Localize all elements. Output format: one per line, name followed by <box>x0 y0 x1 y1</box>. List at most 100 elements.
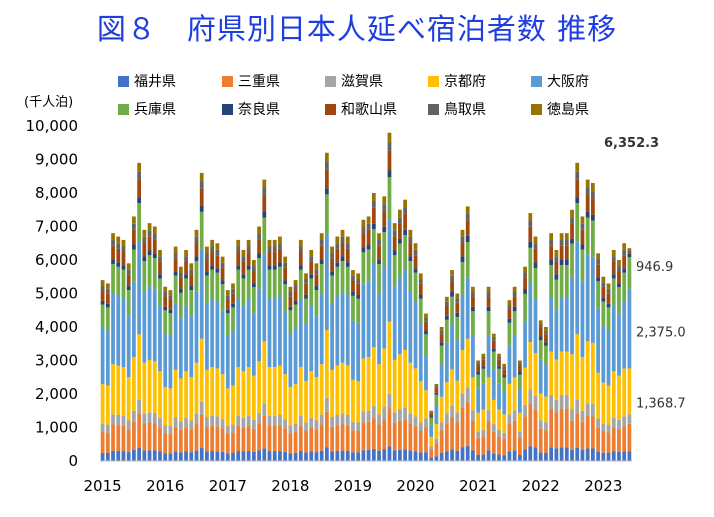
bar-segment <box>168 433 173 454</box>
bar-segment <box>298 298 303 368</box>
bar-segment <box>325 169 329 189</box>
bar-segment <box>184 274 188 279</box>
bar-segment <box>231 385 235 425</box>
bar-segment <box>460 447 465 461</box>
bar-segment <box>398 354 402 410</box>
bar-segment <box>293 452 298 461</box>
bar-segment <box>387 177 392 220</box>
bar-segment <box>497 454 501 461</box>
bar-segment <box>351 421 355 431</box>
bar-segment <box>205 271 209 276</box>
bar-segment <box>121 269 126 299</box>
bar-segment <box>340 229 345 237</box>
bar-segment <box>267 265 272 270</box>
bar-segment <box>434 392 439 395</box>
bar-segment <box>163 453 168 461</box>
bar-2017-06 <box>251 260 256 461</box>
bar-segment <box>335 262 340 267</box>
bar-segment <box>517 372 522 375</box>
bar-segment <box>340 261 345 292</box>
bar-2022-07 <box>570 209 574 461</box>
bar-segment <box>147 412 152 423</box>
bar-segment <box>476 363 481 367</box>
bar-segment <box>528 403 533 447</box>
bar-segment <box>413 243 418 250</box>
bar-2022-01 <box>538 320 543 461</box>
bar-segment <box>611 417 616 428</box>
y-tick-label: 8,000 <box>35 184 78 202</box>
bar-segment <box>517 360 522 364</box>
bar-2015-01 <box>100 280 105 461</box>
bar-segment <box>418 279 423 284</box>
bar-segment <box>314 269 319 275</box>
bar-segment <box>392 450 397 461</box>
bar-segment <box>309 274 314 279</box>
bar-segment <box>528 247 533 283</box>
legend-swatch <box>325 104 336 115</box>
bar-segment <box>100 423 105 433</box>
bar-segment <box>199 338 204 402</box>
bar-segment <box>278 450 282 461</box>
bar-2022-05 <box>559 233 564 461</box>
bar-segment <box>371 418 376 449</box>
bar-segment <box>596 264 600 278</box>
bar-segment <box>132 229 136 245</box>
bar-segment <box>298 367 303 416</box>
bar-segment <box>502 369 507 376</box>
bar-segment <box>199 172 204 182</box>
bar-segment <box>580 357 585 411</box>
bar-segment <box>210 298 215 368</box>
bar-segment <box>231 283 235 289</box>
bar-segment <box>591 182 595 192</box>
bar-segment <box>132 244 136 250</box>
bar-segment <box>351 452 355 461</box>
bar-segment <box>225 388 230 426</box>
x-year-label: 2018 <box>271 477 309 495</box>
bar-segment <box>580 249 585 282</box>
bar-segment <box>471 335 475 378</box>
bar-segment <box>366 410 371 422</box>
bar-segment <box>544 422 548 431</box>
bar-segment <box>523 277 527 290</box>
bar-segment <box>517 363 522 367</box>
bar-segment <box>262 195 267 212</box>
bar-segment <box>455 340 460 381</box>
bar-segment <box>439 334 444 343</box>
bar-segment <box>549 233 554 241</box>
bar-segment <box>288 296 293 307</box>
bar-segment <box>476 431 481 438</box>
bar-segment <box>351 270 355 276</box>
bar-segment <box>413 368 418 417</box>
bar-segment <box>481 429 486 437</box>
bar-segment <box>538 393 543 421</box>
bar-segment <box>325 397 329 412</box>
x-year-label: 2022 <box>522 477 560 495</box>
bar-2022-11 <box>591 182 595 461</box>
bar-segment <box>215 300 220 369</box>
bar-segment <box>241 274 246 279</box>
bar-segment <box>142 261 147 292</box>
bar-segment <box>205 303 209 370</box>
bar-segment <box>116 365 121 415</box>
bar-segment <box>111 263 115 294</box>
bar-segment <box>210 252 215 266</box>
bar-2016-03 <box>173 246 178 461</box>
bar-segment <box>481 366 486 369</box>
bar-segment <box>340 242 345 257</box>
bar-segment <box>434 405 439 425</box>
bar-segment <box>147 230 152 237</box>
bar-segment <box>460 242 465 257</box>
bar-2018-02 <box>293 280 298 461</box>
bar-segment <box>570 217 574 224</box>
bar-segment <box>429 410 434 413</box>
bar-segment <box>403 229 407 235</box>
bar-segment <box>585 341 590 404</box>
bar-segment <box>544 334 548 343</box>
bar-segment <box>564 447 569 461</box>
bar-segment <box>450 270 454 276</box>
bar-segment <box>387 142 392 151</box>
bar-segment <box>570 223 574 239</box>
bar-segment <box>497 436 501 455</box>
bar-segment <box>137 171 141 180</box>
bar-2016-10 <box>210 239 215 461</box>
